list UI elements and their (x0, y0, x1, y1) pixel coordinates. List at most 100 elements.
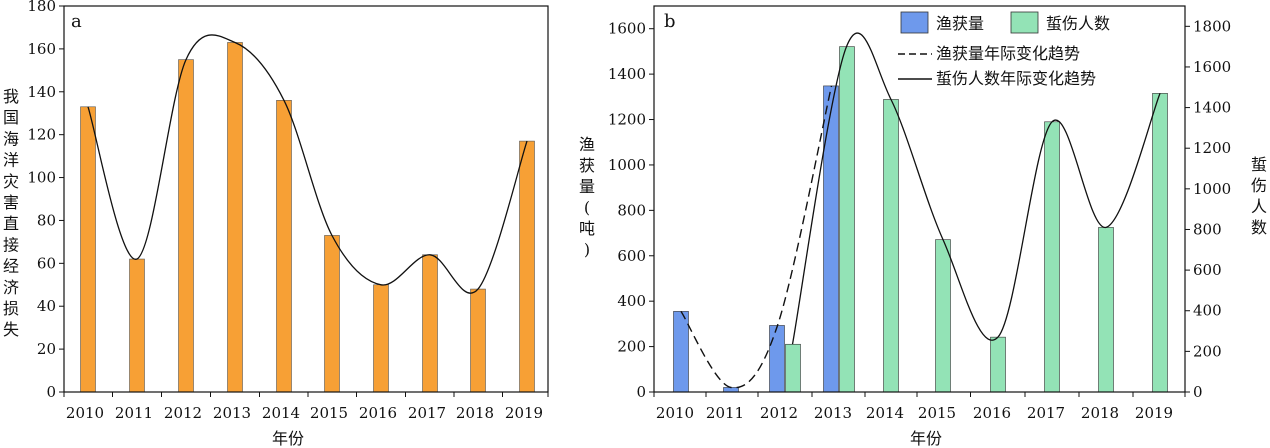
panel-a-y-label-char: 济 (3, 278, 19, 297)
panel-a-bar-2012 (178, 59, 194, 393)
panel-a-x-axis-title: 年份 (272, 429, 304, 448)
panel-a-x-tick-label: 2011 (115, 404, 153, 422)
panel-b-stings-bar-2018 (1098, 227, 1114, 393)
panel-b-left-y-tick-label: 1200 (608, 111, 646, 129)
panel-a-x-tick-label: 2013 (213, 404, 251, 422)
panel-b-x-tick-label: 2019 (1135, 404, 1173, 422)
panel-a-y-label-char: 灾 (3, 172, 19, 191)
panel-a-bar-2015 (324, 235, 340, 393)
legend-label-catch-trend: 渔获量年际变化趋势 (936, 44, 1080, 63)
panel-b-x-tick-label: 2010 (656, 404, 694, 422)
panel-b-left-y-tick-label: 1600 (608, 20, 646, 38)
panel-a-bar-2019 (519, 140, 535, 393)
panel-a-trend-line (87, 34, 528, 294)
panel-b-left-y-label-char: 量 (579, 177, 595, 196)
panel-a-y-ticks: 0 20 40 60 80 100 120 140 160 180 (27, 0, 64, 401)
panel-b-left-y-label-char: 吨 (579, 219, 595, 238)
panel-b-axes (653, 5, 1186, 393)
panel-b-catch-trend-line (680, 85, 833, 389)
legend-label-catch: 渔获量 (936, 14, 984, 33)
panel-b-right-y-label-char: 数 (1251, 218, 1267, 237)
panel-b-right-y-tick-label: 1800 (1193, 17, 1231, 35)
panel-a-y-tick-label: 60 (37, 254, 56, 272)
panel-b-x-tick-label: 2015 (918, 404, 956, 422)
panel-a-y-label-char: 害 (3, 193, 19, 212)
panel-b-stings-bar-2012 (785, 343, 801, 393)
panel-b-right-y-tick-label: 1400 (1193, 99, 1231, 117)
panel-b-right-y-tick-label: 400 (1193, 302, 1222, 320)
panel-b-right-y-ticks: 0 200 400 600 800 1000 1200 1400 1600 1800 (1185, 17, 1231, 401)
panel-a-y-tick-label: 140 (27, 83, 56, 101)
panel-a-frame (63, 5, 549, 393)
panel-a-x-tick-label: 2012 (164, 404, 202, 422)
legend-label-stings: 蜇伤人数 (1046, 14, 1110, 33)
panel-b-stings-bar-2016 (990, 336, 1006, 393)
legend-label-stings-trend: 蜇伤人数年际变化趋势 (936, 69, 1096, 88)
panel-b-x-tick-label: 2012 (760, 404, 798, 422)
panel-a-x-tick-label: 2016 (359, 404, 397, 422)
panel-b-left-y-label-char: 渔 (579, 135, 595, 154)
panel-b-left-y-label: 渔获量 ( 吨) (579, 135, 595, 259)
panel-b-right-y-label-char: 蜇 (1251, 155, 1267, 174)
panel-b-frame (653, 5, 1186, 393)
panel-b-left-y-label-char: ) (584, 240, 590, 259)
panel-b-stings-bar-2013 (839, 46, 855, 393)
panel-a-y-label-char: 经 (3, 257, 19, 276)
panel-b-right-y-tick-label: 1600 (1193, 58, 1231, 76)
panel-b-left-y-label-char: ( (584, 198, 590, 217)
panel-b-stings-trend-line (791, 32, 1161, 345)
panel-a-y-label-char: 损 (3, 299, 19, 318)
panel-b-right-y-tick-label: 800 (1193, 220, 1222, 238)
panel-a-y-tick-label: 100 (27, 169, 56, 187)
panel-b-x-tick-label: 2011 (706, 404, 744, 422)
panel-b-trends (680, 32, 1161, 389)
panel-b-right-y-tick-label: 0 (1193, 383, 1203, 401)
panel-b-left-y-tick-label: 1000 (608, 156, 646, 174)
panel-a-y-label-char: 海 (3, 129, 19, 148)
panel-b-x-tick-label: 2018 (1081, 404, 1119, 422)
panel-b-left-y-label-char: 获 (579, 156, 595, 175)
legend-swatch-stings (1010, 11, 1039, 34)
panel-a-y-label-char: 我 (3, 87, 19, 106)
panel-a-axes (63, 5, 549, 393)
panel-b-left-y-tick-label: 0 (636, 383, 646, 401)
panel-b-x-ticks: 2010 2011 2012 2013 2014 2015 2016 2017 2018 2019 (653, 392, 1186, 422)
panel-b-x-axis-title: 年份 (910, 429, 942, 448)
panel-b-right-y-label: 蜇伤人数 (1251, 155, 1267, 237)
panel-a-y-label-char: 接 (3, 235, 19, 254)
panel-a-y-tick-label: 120 (27, 126, 56, 144)
panel-a-x-tick-label: 2017 (408, 404, 446, 422)
panel-a-x-ticks: 2010 2011 2012 2013 2014 2015 2016 2017 2018 2019 (63, 392, 549, 422)
panel-b-right-y-label-char: 人 (1251, 197, 1267, 216)
panel-a-label: a (71, 11, 82, 32)
panel-a-bars (80, 42, 535, 393)
panel-a-bar-2018 (470, 288, 486, 393)
panel-a-y-tick-label: 20 (37, 340, 56, 358)
panel-a-bar-2016 (373, 284, 389, 393)
panel-b-left-y-tick-label: 600 (617, 247, 646, 265)
panel-a-trend (87, 34, 528, 294)
panel-b-bars (673, 46, 1168, 393)
panel-b-right-y-label-char: 伤 (1251, 176, 1267, 195)
panel-b-stings-bar-2014 (883, 99, 899, 393)
panel-a: 2010 2011 2012 2013 2014 2015 2016 2017 2018 2019… (3, 0, 549, 448)
panel-a-x-tick-label: 2010 (66, 404, 104, 422)
panel-a-bar-2011 (129, 258, 145, 393)
panel-b-left-y-tick-label: 800 (617, 201, 646, 219)
panel-b-stings-bar-2015 (935, 239, 951, 393)
panel-a-x-tick-label: 2019 (505, 404, 543, 422)
panel-b-label: b (664, 11, 676, 32)
panel-b-right-y-tick-label: 1000 (1193, 180, 1231, 198)
panel-a-bar-2017 (422, 254, 438, 393)
panel-b-right-y-tick-label: 1200 (1193, 139, 1231, 157)
panel-a-bar-2014 (276, 100, 292, 393)
panel-a-x-tick-label: 2018 (456, 404, 494, 422)
panel-a-y-tick-label: 80 (37, 211, 56, 229)
panel-a-y-tick-label: 40 (37, 297, 56, 315)
panel-a-y-label-char: 直 (3, 214, 19, 233)
panel-a-y-tick-label: 160 (27, 40, 56, 58)
panel-b-stings-bar-2019 (1152, 93, 1168, 393)
panel-a-y-label-char: 国 (3, 108, 19, 127)
